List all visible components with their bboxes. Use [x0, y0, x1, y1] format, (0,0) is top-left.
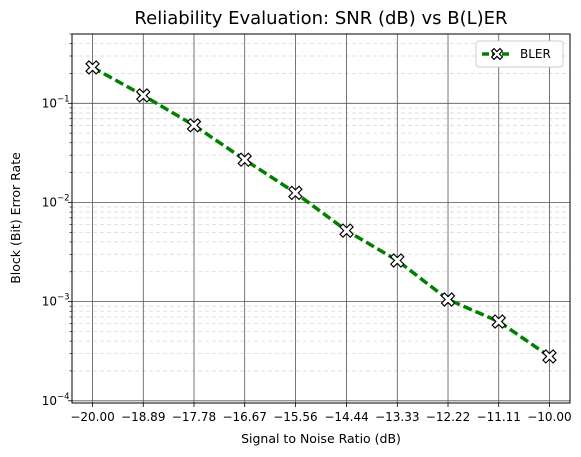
x-tick-label: −10.00 — [527, 410, 571, 424]
data-point-marker — [85, 60, 100, 75]
chart-title: Reliability Evaluation: SNR (dB) vs B(L)… — [134, 8, 507, 29]
y-tick-exponent: −2 — [57, 193, 70, 203]
x-tick-label: −20.00 — [70, 410, 114, 424]
x-tick-label: −16.67 — [222, 410, 266, 424]
legend-marker-bler — [490, 47, 504, 61]
y-tick-label: 10 — [42, 394, 57, 408]
x-tick-label: −12.22 — [426, 410, 470, 424]
grid-layer — [72, 33, 570, 403]
x-tick-label: −18.89 — [121, 410, 165, 424]
legend: BLER — [475, 40, 564, 68]
data-point-marker — [288, 185, 303, 201]
data-point-marker — [186, 117, 202, 133]
y-tick-exponent: −3 — [57, 293, 70, 303]
data-point-marker — [389, 253, 405, 268]
legend-box — [475, 40, 564, 68]
data-point-marker — [440, 292, 456, 307]
x-tick-label: −11.11 — [477, 410, 521, 424]
data-point-marker — [237, 152, 253, 168]
tick-layer: 10−410−310−210 −1−20.00 −18.89 −17.78 −16.67… — [42, 33, 572, 424]
y-tick-exponent: −4 — [57, 392, 70, 402]
data-point-marker — [339, 223, 354, 238]
data-point-marker — [542, 349, 557, 364]
y-axis-label: Block (Bit) Error Rate — [8, 152, 23, 284]
data-point-marker — [491, 314, 507, 329]
x-tick-label: −14.44 — [324, 410, 368, 424]
x-tick-label: −15.56 — [273, 410, 317, 424]
x-tick-label: −17.78 — [172, 410, 216, 424]
plot-frame — [71, 33, 571, 404]
x-axis-label: Signal to Noise Ratio (dB) — [241, 431, 401, 446]
y-tick-label: 10 — [42, 96, 57, 110]
y-tick-label: 10 — [42, 295, 57, 309]
y-tick-label: 10 — [42, 195, 57, 209]
data-point-marker — [135, 88, 151, 103]
legend-label-bler: BLER — [520, 47, 551, 61]
y-tick-exponent: −1 — [57, 94, 70, 104]
x-tick-label: −13.33 — [375, 410, 419, 424]
series-layer — [85, 60, 557, 364]
